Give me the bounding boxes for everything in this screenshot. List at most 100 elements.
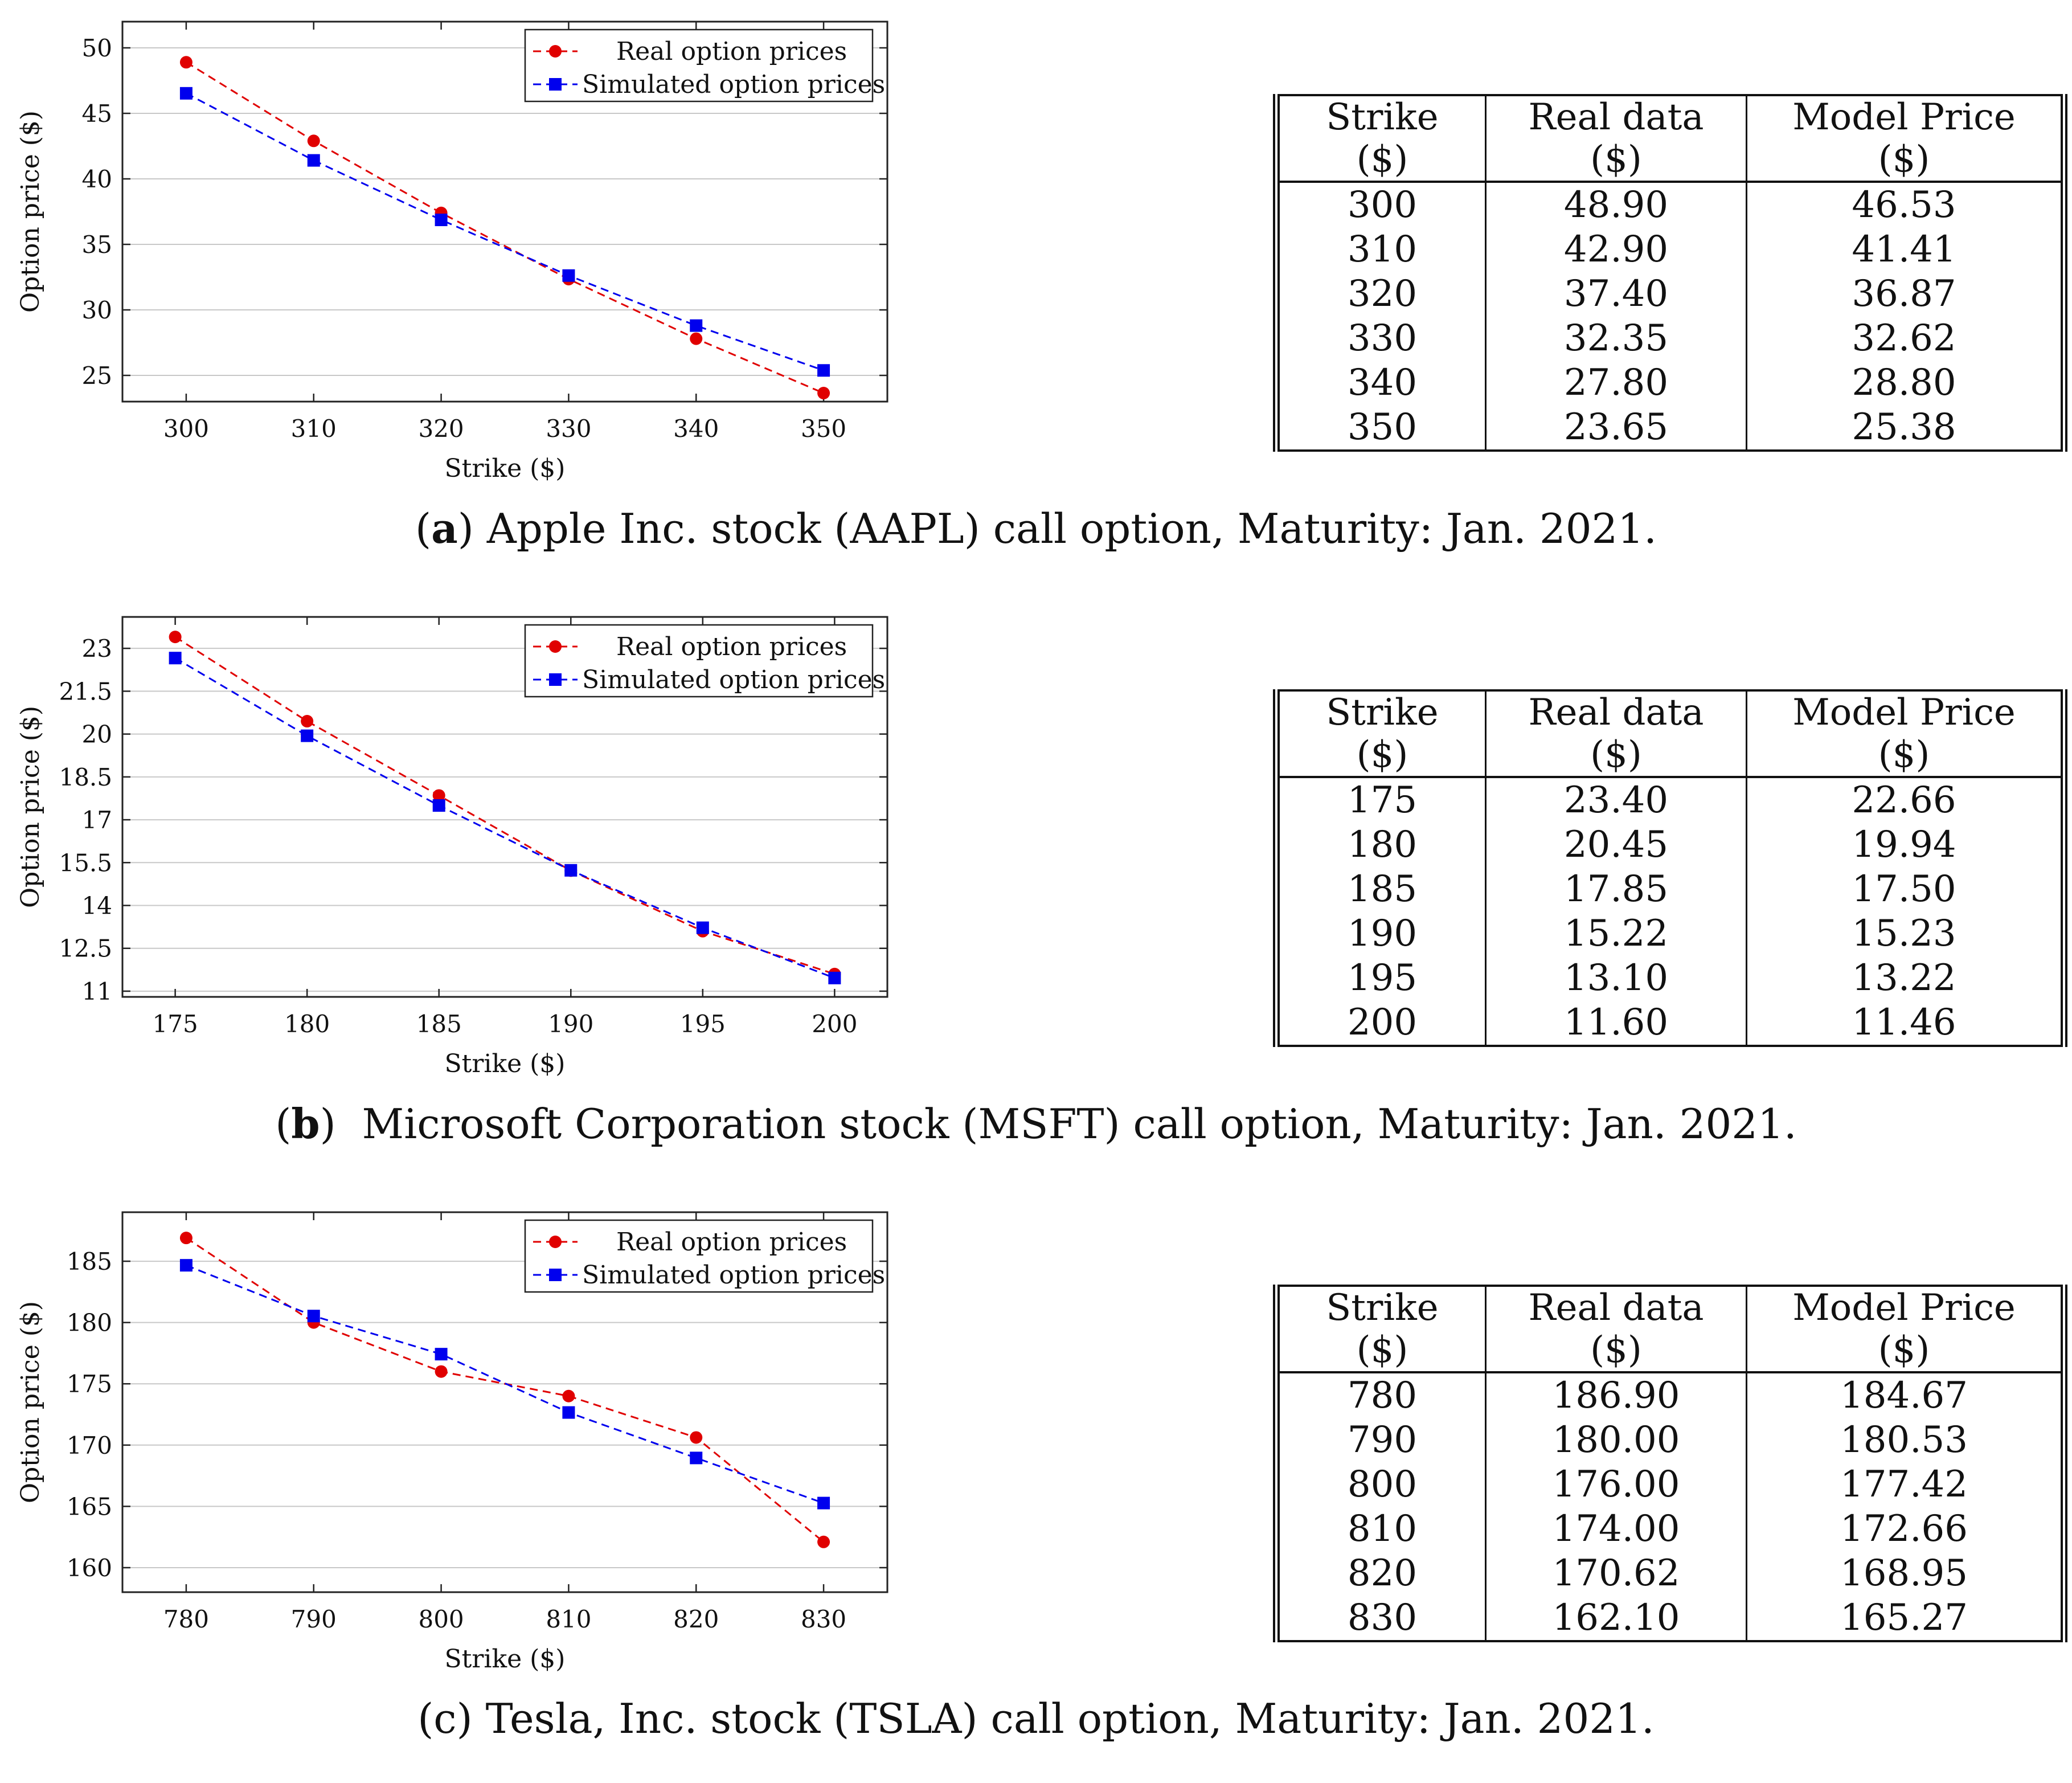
simulated-price-point — [817, 364, 830, 377]
x-tick-label: 180 — [284, 1010, 330, 1038]
table-cell: 162.10 — [1485, 1596, 1747, 1641]
y-tick-label: 175 — [67, 1370, 112, 1398]
table-cell: 200 — [1347, 1001, 1418, 1044]
table-cell: 25.38 — [1746, 405, 2064, 451]
legend-marker-square — [549, 673, 562, 686]
figure-caption: (c) Tesla, Inc. stock (TSLA) call option… — [0, 1695, 2072, 1743]
table-cell: 195 — [1347, 957, 1418, 999]
table-cell: 810 — [1347, 1508, 1418, 1550]
table-cell: 23.40 — [1485, 777, 1747, 823]
simulated-price-point — [435, 213, 448, 226]
price-table-1: Strike ($) Real data ($) Model Price ($) 17… — [1273, 689, 2067, 1047]
y-tick-label: 25 — [82, 362, 112, 390]
table-row: 800 176.00 177.42 — [1276, 1462, 2064, 1507]
simulated-price-point — [179, 87, 193, 100]
x-axis-label: Strike ($) — [445, 1049, 566, 1078]
series-line-simulated — [174, 657, 835, 979]
table-cell: 174.00 — [1485, 1507, 1747, 1551]
series-line-real — [186, 1237, 825, 1543]
legend-box — [524, 624, 874, 698]
table-cell: 28.80 — [1746, 361, 2064, 405]
x-tick-label: 350 — [801, 415, 846, 443]
real-price-point — [690, 1431, 703, 1444]
y-axis-label: Option price ($) — [16, 706, 45, 908]
caption-text: Tesla, Inc. stock (TSLA) call option, Ma… — [472, 1695, 1655, 1743]
legend-marker-square — [549, 78, 562, 91]
table-header: Strike ($) — [1276, 1286, 1486, 1373]
legend-marker-circle — [549, 640, 562, 653]
series-line-simulated — [186, 92, 824, 371]
y-tick-label: 15.5 — [59, 849, 112, 877]
table-cell: 170.62 — [1485, 1551, 1747, 1596]
x-tick-label: 780 — [163, 1605, 209, 1633]
legend-label-real: Real option prices — [616, 1228, 847, 1257]
x-tick-label: 820 — [673, 1605, 719, 1633]
table-cell: 184.67 — [1746, 1372, 2064, 1418]
y-tick-label: 12.5 — [59, 935, 112, 963]
legend-box — [524, 1219, 874, 1293]
table-cell: 42.90 — [1485, 227, 1747, 272]
table-cell: 48.90 — [1485, 182, 1747, 227]
simulated-price-point — [696, 921, 709, 934]
table-cell: 186.90 — [1485, 1372, 1747, 1418]
real-price-point — [307, 134, 320, 148]
table-row: 195 13.10 13.22 — [1276, 956, 2064, 1000]
x-axis-label: Strike ($) — [445, 1645, 566, 1674]
real-price-point — [432, 789, 445, 802]
table-cell: 780 — [1347, 1375, 1418, 1417]
figure-caption: (a) Apple Inc. stock (AAPL) call option,… — [0, 504, 2072, 553]
legend-label-simulated: Simulated option prices — [582, 665, 885, 694]
y-tick-label: 17 — [82, 806, 112, 834]
table-row: 790 180.00 180.53 — [1276, 1418, 2064, 1462]
y-tick-label: 23 — [82, 635, 112, 663]
table-cell: 172.66 — [1746, 1507, 2064, 1551]
caption-letter: (c) — [417, 1695, 473, 1743]
plot-frame — [121, 616, 888, 998]
simulated-price-point — [307, 1310, 320, 1323]
table-row: 180 20.45 19.94 — [1276, 823, 2064, 867]
figure-caption: (b) Microsoft Corporation stock (MSFT) c… — [0, 1099, 2072, 1148]
table-cell: 176.00 — [1485, 1462, 1747, 1507]
table-header: Real data ($) — [1485, 95, 1747, 183]
table-cell: 17.85 — [1485, 867, 1747, 911]
legend-label-simulated: Simulated option prices — [582, 1261, 885, 1290]
simulated-price-point — [817, 1496, 830, 1510]
y-tick-label: 14 — [82, 892, 112, 920]
simulated-price-point — [435, 1348, 448, 1361]
table-row: 175 23.40 22.66 — [1276, 777, 2064, 823]
table-cell: 13.10 — [1485, 956, 1747, 1000]
table-cell: 36.87 — [1746, 272, 2064, 316]
table-header: Model Price ($) — [1746, 1286, 2064, 1373]
table-cell: 32.35 — [1485, 316, 1747, 361]
series-line-real — [174, 636, 835, 975]
legend-label-real: Real option prices — [616, 632, 847, 661]
plot-frame — [121, 1211, 888, 1593]
x-axis-label: Strike ($) — [445, 454, 566, 483]
table-row: 820 170.62 168.95 — [1276, 1551, 2064, 1596]
x-tick-label: 195 — [680, 1010, 726, 1038]
price-table-2: Strike ($) Real data ($) Model Price ($) 78… — [1273, 1285, 2067, 1642]
table-cell: 32.62 — [1746, 316, 2064, 361]
price-table-0: Strike ($) Real data ($) Model Price ($) 30… — [1273, 94, 2067, 452]
legend-marker-circle — [549, 45, 562, 58]
table-row: 340 27.80 28.80 — [1276, 361, 2064, 405]
real-price-point — [179, 56, 193, 69]
price-table: Strike ($) Real data ($) Model Price ($) 17… — [1273, 689, 2067, 1047]
x-tick-label: 200 — [812, 1010, 857, 1038]
x-tick-label: 300 — [163, 415, 209, 443]
y-tick-label: 40 — [82, 165, 112, 193]
plot-frame — [121, 21, 888, 403]
table-row: 300 48.90 46.53 — [1276, 182, 2064, 227]
table-cell: 46.53 — [1746, 182, 2064, 227]
table-cell: 340 — [1347, 362, 1418, 404]
table-cell: 15.22 — [1485, 911, 1747, 956]
real-price-point — [562, 1389, 575, 1402]
table-row: 810 174.00 172.66 — [1276, 1507, 2064, 1551]
table-row: 780 186.90 184.67 — [1276, 1372, 2064, 1418]
panel-0: 25 30 35 40 45 50 300 310 320 330 340 350 Strike ($)… — [0, 0, 2072, 592]
caption-text: Apple Inc. stock (AAPL) call option, Mat… — [473, 505, 1657, 553]
y-tick-label: 11 — [82, 978, 112, 1005]
table-cell: 180.53 — [1746, 1418, 2064, 1462]
simulated-price-point — [179, 1259, 193, 1272]
legend-box — [524, 28, 874, 103]
